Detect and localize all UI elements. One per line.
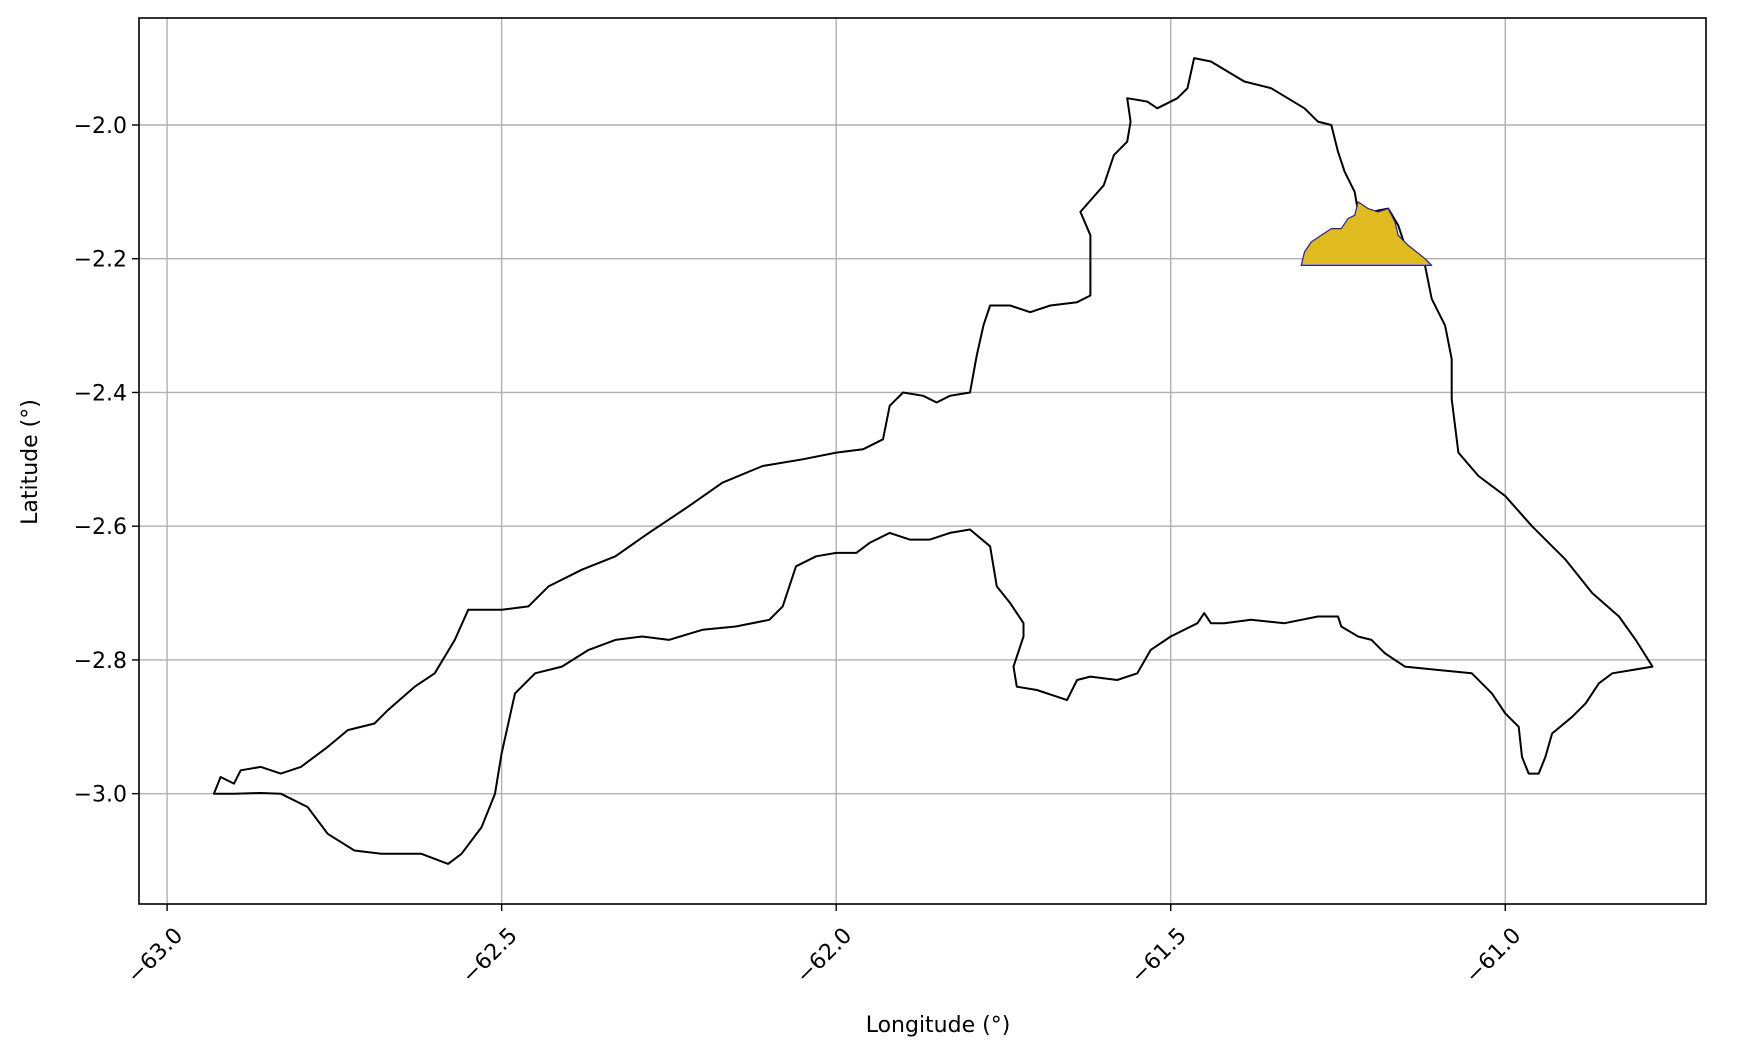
y-tick-label: −3.0	[74, 783, 127, 808]
map-shapes	[212, 57, 1654, 865]
y-tick-label: −2.8	[74, 649, 127, 674]
highlighted-area	[1300, 201, 1433, 266]
y-tick-label: −2.4	[74, 381, 127, 406]
y-tick-label: −2.0	[74, 114, 127, 139]
y-tick-label: −2.2	[74, 248, 127, 273]
plot-frame	[138, 17, 1707, 905]
y-tick-label: −2.6	[74, 515, 127, 540]
y-axis-title: Latitude (°)	[18, 399, 43, 525]
region-outline	[212, 57, 1654, 865]
x-axis-title: Longitude (°)	[866, 1013, 1011, 1038]
gridlines	[139, 18, 1706, 904]
